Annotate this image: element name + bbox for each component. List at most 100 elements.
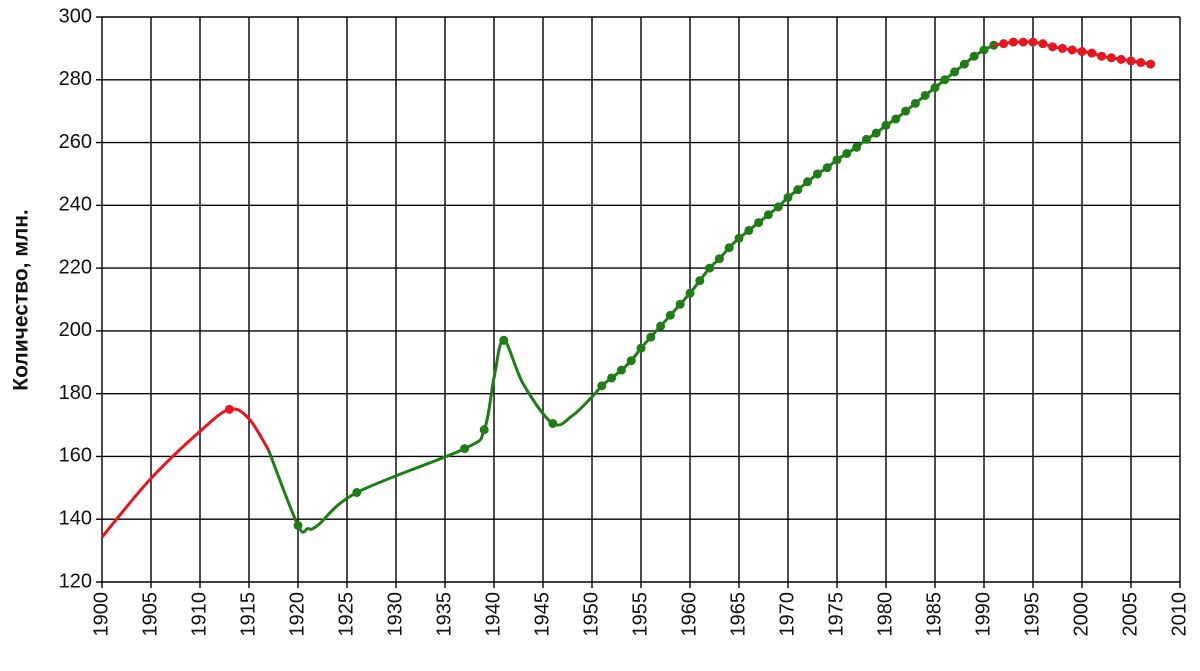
point-marker (812, 169, 822, 179)
y-tick-label: 220 (59, 256, 92, 278)
x-tick-label: 1985 (923, 592, 945, 637)
x-tick-label: 1940 (482, 592, 504, 637)
x-tick-label: 1950 (580, 592, 602, 637)
point-marker (852, 142, 862, 152)
x-tick-label: 1960 (678, 592, 700, 637)
x-tick-label: 1965 (727, 592, 749, 637)
x-tick-label: 1930 (384, 592, 406, 637)
point-marker (724, 243, 734, 253)
x-tick-label: 1970 (776, 592, 798, 637)
point-marker (646, 332, 656, 342)
y-tick-label: 300 (59, 5, 92, 27)
point-marker (871, 128, 881, 138)
y-tick-label: 240 (59, 194, 92, 216)
point-marker (499, 335, 509, 345)
point-marker (1136, 58, 1146, 68)
x-tick-label: 1935 (433, 592, 455, 637)
y-tick-label: 120 (59, 570, 92, 592)
point-marker (773, 202, 783, 212)
point-marker (910, 98, 920, 108)
point-marker (842, 149, 852, 159)
point-marker (734, 233, 744, 243)
point-marker (352, 488, 362, 498)
x-tick-label: 2000 (1070, 592, 1092, 637)
point-marker (705, 263, 715, 273)
x-tick-label: 1980 (874, 592, 896, 637)
point-marker (460, 444, 470, 454)
point-marker (1048, 42, 1058, 52)
y-tick-label: 180 (59, 382, 92, 404)
point-marker (901, 106, 911, 116)
x-tick-label: 1925 (335, 592, 357, 637)
x-tick-label: 1995 (1021, 592, 1043, 637)
y-tick-label: 140 (59, 508, 92, 530)
x-tick-label: 1915 (237, 592, 259, 637)
x-tick-label: 1900 (90, 592, 112, 637)
x-tick-label: 1920 (286, 592, 308, 637)
point-marker (1106, 53, 1116, 63)
point-marker (744, 225, 754, 235)
point-marker (1067, 45, 1077, 55)
point-marker (685, 288, 695, 298)
point-marker (959, 59, 969, 69)
x-tick-label: 2010 (1168, 592, 1190, 637)
x-tick-label: 2005 (1119, 592, 1141, 637)
point-marker (695, 276, 705, 286)
point-marker (1097, 51, 1107, 61)
point-marker (656, 321, 666, 331)
point-marker (1057, 43, 1067, 53)
point-marker (861, 134, 871, 144)
x-tick-label: 1910 (188, 592, 210, 637)
point-marker (665, 310, 675, 320)
point-marker (783, 192, 793, 202)
point-marker (940, 75, 950, 85)
point-marker (597, 381, 607, 391)
point-marker (891, 114, 901, 124)
point-marker (920, 90, 930, 100)
x-tick-label: 1990 (972, 592, 994, 637)
x-tick-label: 1945 (531, 592, 553, 637)
point-marker (822, 163, 832, 173)
point-marker (1028, 37, 1038, 47)
point-marker (930, 83, 940, 93)
x-tick-label: 1905 (139, 592, 161, 637)
point-marker (1126, 56, 1136, 66)
point-marker (881, 120, 891, 130)
point-marker (293, 521, 303, 530)
y-tick-label: 200 (59, 319, 92, 341)
point-marker (626, 356, 636, 366)
point-marker (1018, 37, 1028, 47)
point-marker (979, 45, 989, 55)
point-marker (832, 155, 842, 165)
point-marker (675, 299, 685, 309)
point-marker (607, 373, 617, 383)
point-marker (999, 39, 1009, 49)
point-marker (803, 177, 813, 187)
point-marker (1077, 47, 1087, 57)
series-line (267, 43, 995, 534)
point-marker (636, 343, 646, 353)
point-marker (793, 185, 803, 195)
point-marker (969, 51, 979, 61)
series-line (100, 407, 270, 539)
point-marker (950, 67, 960, 77)
y-axis-label: Количество, млн. (10, 209, 33, 390)
point-marker (1038, 39, 1048, 49)
point-marker (714, 254, 724, 264)
point-marker (1146, 59, 1156, 69)
point-marker (1087, 48, 1097, 58)
point-marker (1116, 54, 1126, 64)
x-tick-label: 1975 (825, 592, 847, 637)
y-tick-label: 280 (59, 68, 92, 90)
point-marker (224, 404, 234, 414)
y-tick-label: 260 (59, 131, 92, 153)
point-marker (763, 210, 773, 220)
point-marker (479, 425, 489, 435)
x-tick-label: 1955 (629, 592, 651, 637)
point-marker (616, 365, 626, 375)
point-marker (754, 218, 764, 228)
point-marker (548, 418, 558, 428)
y-tick-label: 160 (59, 445, 92, 467)
